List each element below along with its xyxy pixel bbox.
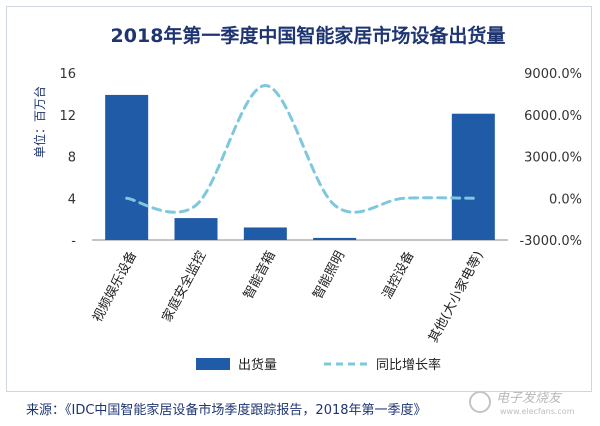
category-label-5: 其他(大小家电等) xyxy=(425,248,487,345)
left-tick-label: 8 xyxy=(68,151,76,166)
left-tick-label: 4 xyxy=(68,192,76,207)
watermark-url: www.elecfans.com xyxy=(500,407,575,416)
chart-title: 2018年第一季度中国智能家居市场设备出货量 xyxy=(111,24,506,47)
category-label-1: 家庭安全监控 xyxy=(159,248,210,324)
growth-rate-line xyxy=(125,84,475,214)
right-tick-label: 6000.0% xyxy=(524,109,582,124)
bar-2 xyxy=(243,227,287,240)
bar-1 xyxy=(174,218,218,240)
right-tick-label: -3000.0% xyxy=(519,234,582,249)
bar-0 xyxy=(105,94,149,240)
bar-3 xyxy=(313,237,357,240)
legend-bar-label: 出货量 xyxy=(238,357,277,373)
watermark: 电子发烧友 www.elecfans.com xyxy=(469,391,575,416)
left-tick-label: 12 xyxy=(59,109,76,124)
right-tick-group: 9000.0% 6000.0% 3000.0% 0.0% -3000.0% xyxy=(519,67,582,249)
right-tick-label: 3000.0% xyxy=(524,151,582,166)
watermark-text: 电子发烧友 xyxy=(496,391,563,406)
bar-5 xyxy=(451,113,495,240)
source-note: 来源：《IDC中国智能家居设备市场季度跟踪报告，2018年第一季度》 xyxy=(26,402,427,418)
y-axis-label: 单位：百万台 xyxy=(32,86,47,158)
legend-bar-swatch xyxy=(196,358,230,370)
category-label-2: 智能音箱 xyxy=(240,248,279,301)
watermark-logo-icon xyxy=(469,391,491,413)
category-label-3: 智能照明 xyxy=(311,249,349,302)
right-tick-label: 0.0% xyxy=(549,192,582,207)
legend-line-label: 同比增长率 xyxy=(376,357,441,373)
category-label-4: 温控设备 xyxy=(379,248,418,301)
left-tick-group: 16 12 8 4 - xyxy=(59,67,76,249)
left-tick-label: 16 xyxy=(59,67,76,82)
growth-line-series xyxy=(125,84,475,214)
legend: 出货量 同比增长率 xyxy=(196,357,441,373)
category-label-group: 视频娱乐设备 家庭安全监控 智能音箱 智能照明 温控设备 其他(大小家电等) xyxy=(89,248,486,345)
left-tick-label: - xyxy=(71,234,76,249)
bar-series xyxy=(105,94,495,240)
right-tick-label: 9000.0% xyxy=(524,67,582,82)
category-label-0: 视频娱乐设备 xyxy=(89,248,140,324)
